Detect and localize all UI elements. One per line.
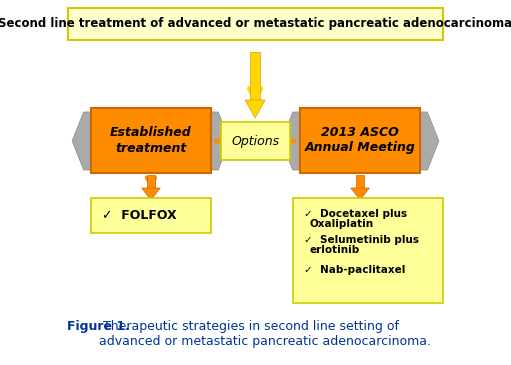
Polygon shape — [147, 175, 155, 188]
FancyBboxPatch shape — [221, 122, 290, 160]
Polygon shape — [245, 100, 265, 118]
Polygon shape — [142, 188, 160, 200]
Polygon shape — [356, 175, 364, 188]
Text: Figure 1.: Figure 1. — [67, 320, 130, 333]
Text: ✓  Docetaxel plus: ✓ Docetaxel plus — [304, 209, 407, 219]
Text: ✓  Nab-paclitaxel: ✓ Nab-paclitaxel — [304, 265, 405, 275]
Polygon shape — [72, 112, 230, 170]
FancyBboxPatch shape — [300, 108, 420, 173]
Text: erlotinib: erlotinib — [310, 245, 360, 255]
Text: Second line treatment of advanced or metastatic pancreatic adenocarcinoma: Second line treatment of advanced or met… — [0, 18, 511, 31]
Text: 2013 ASCO
Annual Meeting: 2013 ASCO Annual Meeting — [305, 127, 415, 154]
Text: Options: Options — [231, 134, 279, 147]
Text: Established
treatment: Established treatment — [110, 127, 192, 154]
FancyBboxPatch shape — [91, 108, 211, 173]
Polygon shape — [281, 112, 439, 170]
Text: ✓  FOLFOX: ✓ FOLFOX — [102, 209, 177, 222]
Text: ✓  Selumetinib plus: ✓ Selumetinib plus — [304, 235, 419, 245]
Text: Oxaliplatin: Oxaliplatin — [310, 219, 374, 229]
Polygon shape — [250, 52, 261, 100]
FancyBboxPatch shape — [91, 198, 211, 233]
Polygon shape — [351, 188, 369, 200]
FancyBboxPatch shape — [68, 8, 443, 40]
FancyBboxPatch shape — [293, 198, 443, 303]
Text: Therapeutic strategies in second line setting of
advanced or metastatic pancreat: Therapeutic strategies in second line se… — [99, 320, 431, 348]
